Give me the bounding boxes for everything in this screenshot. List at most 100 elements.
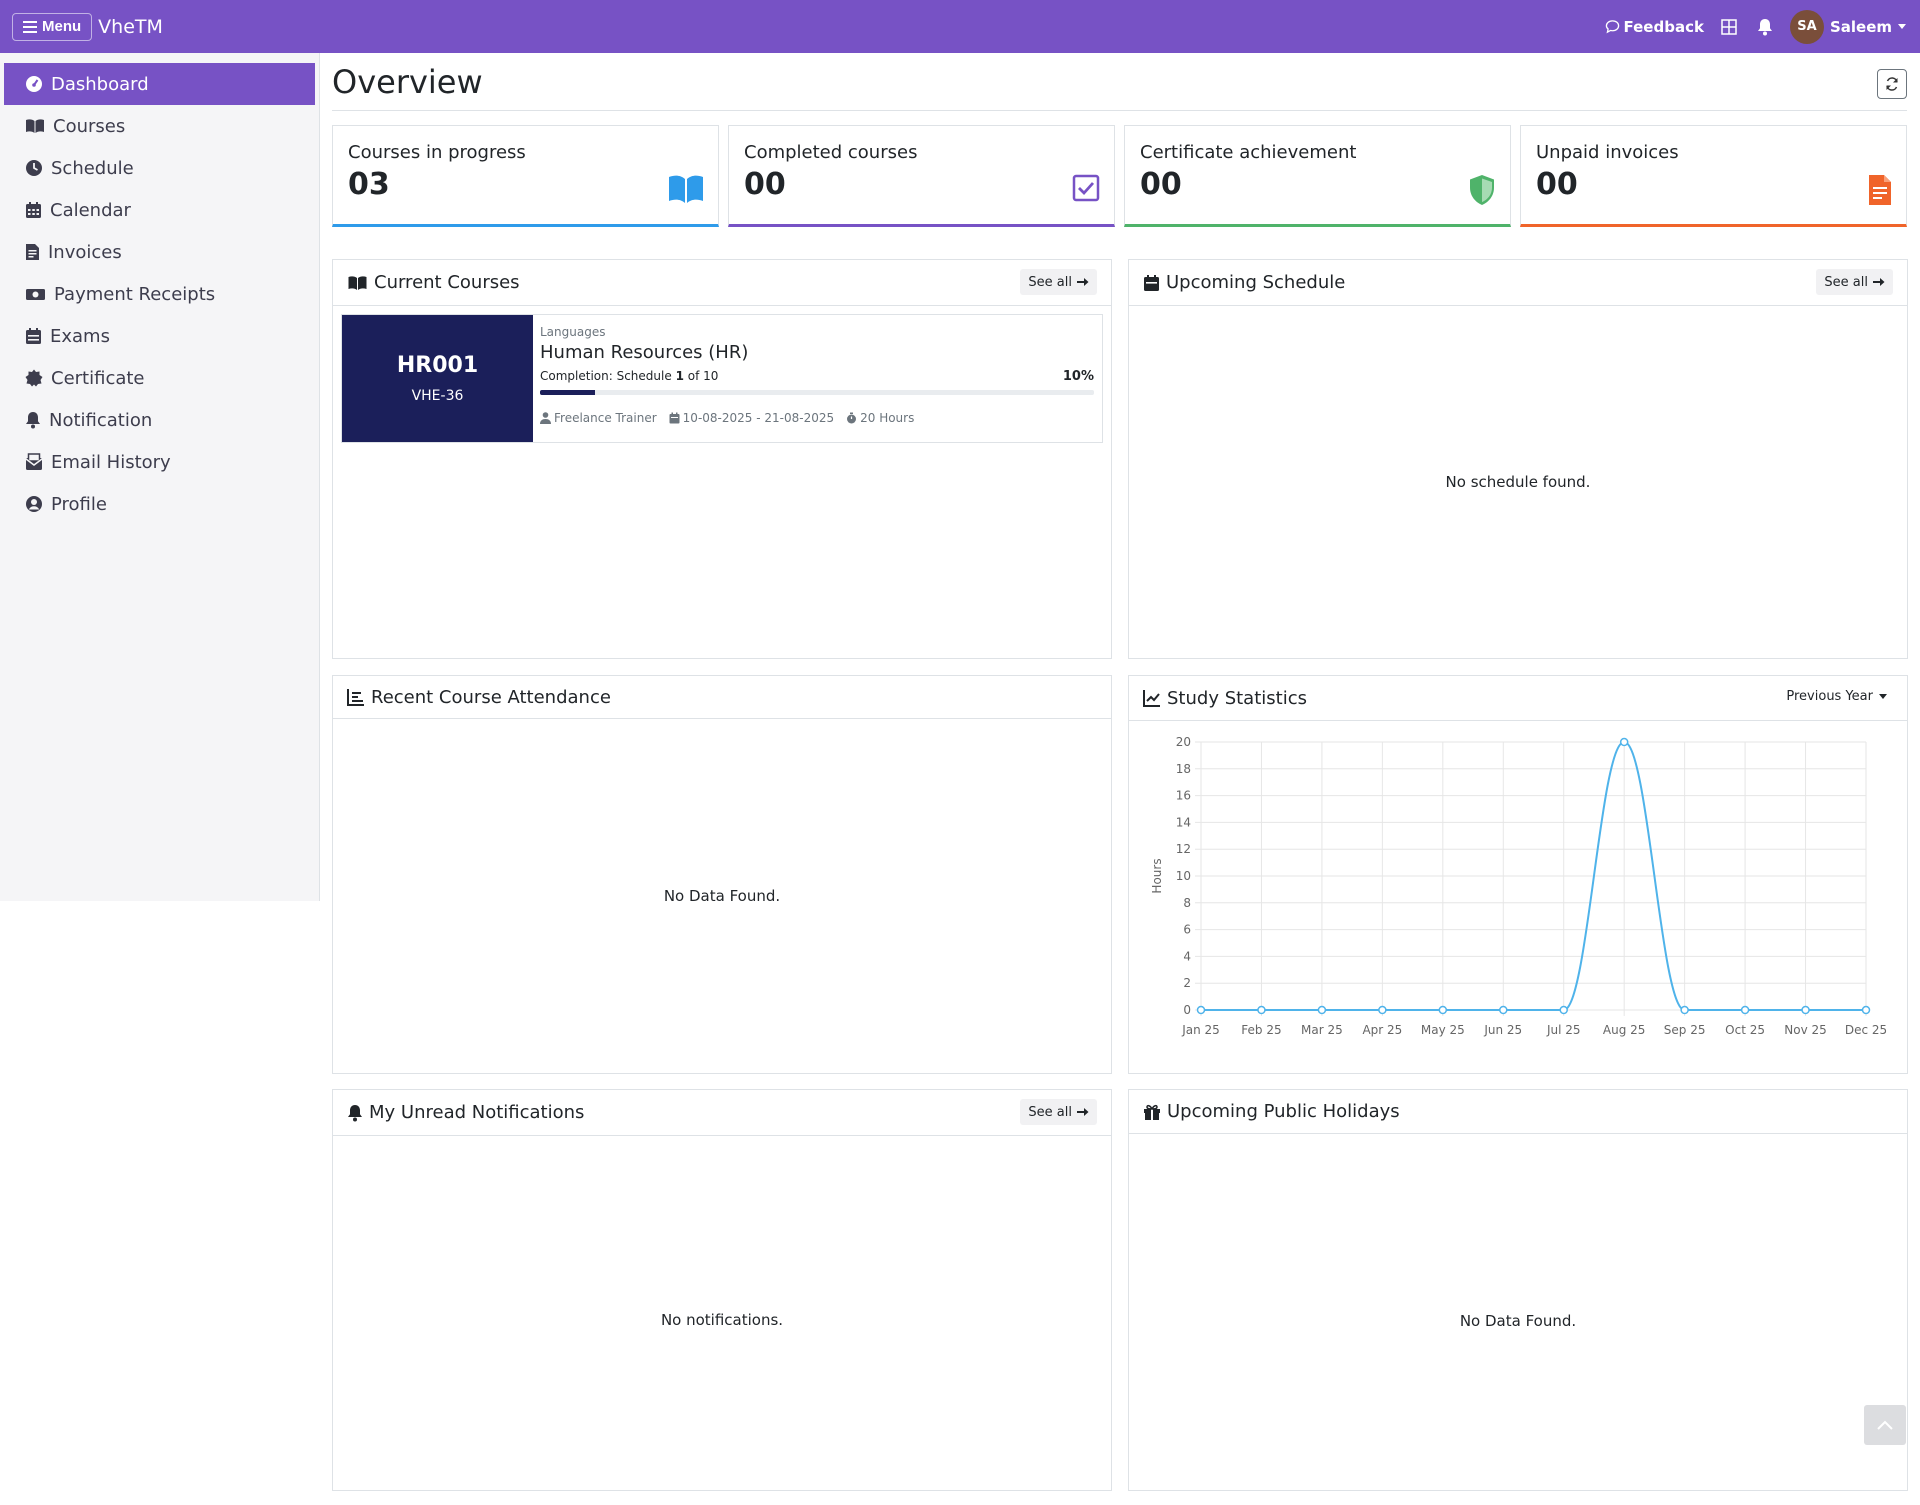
chart-line-icon: [1143, 690, 1160, 707]
menu-button[interactable]: Menu: [12, 12, 93, 41]
x-tick-label: Nov 25: [1784, 1023, 1827, 1037]
sidebar-item-exams[interactable]: Exams: [4, 315, 315, 357]
money-icon: [26, 288, 45, 300]
refresh-button[interactable]: [1877, 69, 1907, 99]
arrow-right-icon: [1873, 278, 1885, 286]
card-title: Current Courses: [374, 272, 520, 293]
calendar-icon: [1144, 274, 1159, 291]
y-tick-label: 16: [1176, 789, 1191, 803]
course-name[interactable]: Human Resources (HR): [540, 342, 749, 363]
course-dates: 10-08-2025 - 21-08-2025: [669, 411, 834, 425]
completion-prefix: Completion: Schedule: [540, 369, 672, 383]
stat-label: Certificate achievement: [1140, 142, 1357, 163]
sidebar-item-notification[interactable]: Notification: [4, 399, 315, 441]
menu-label: Menu: [42, 18, 82, 35]
grid-icon[interactable]: [1718, 16, 1740, 38]
book-icon: [26, 119, 44, 133]
shield-icon: [1470, 175, 1494, 205]
bell-icon: [26, 412, 40, 429]
stat-card-certificate-achievement[interactable]: Certificate achievement 00: [1124, 125, 1511, 227]
course-trainer: Freelance Trainer: [540, 411, 657, 425]
stat-value: 00: [744, 167, 786, 202]
sidebar-item-certificate[interactable]: Certificate: [4, 357, 315, 399]
attendance-card: Recent Course Attendance No Data Found.: [332, 675, 1112, 1074]
sidebar-item-dashboard[interactable]: Dashboard: [4, 63, 315, 105]
upcoming-schedule-card: Upcoming Schedule See all No schedule fo…: [1128, 259, 1908, 659]
course-info: Languages Human Resources (HR) Completio…: [533, 315, 1102, 442]
sidebar-item-profile[interactable]: Profile: [4, 483, 315, 525]
file-invoice-icon: [1869, 175, 1891, 205]
period-dropdown[interactable]: Previous Year: [1786, 689, 1887, 704]
see-all-button[interactable]: See all: [1020, 1099, 1097, 1125]
sidebar-item-label: Profile: [51, 493, 107, 515]
holidays-card: Upcoming Public Holidays No Data Found.: [1128, 1089, 1908, 1491]
sidebar-item-payment-receipts[interactable]: Payment Receipts: [4, 273, 315, 315]
sidebar-item-label: Email History: [51, 451, 171, 473]
feedback-link[interactable]: Feedback: [1605, 18, 1704, 36]
course-progress-fill: [540, 390, 596, 395]
stat-card-completed-courses[interactable]: Completed courses 00: [728, 125, 1115, 227]
empty-message: No Data Found.: [1459, 1312, 1577, 1330]
avatar: SA: [1789, 9, 1824, 44]
chart-bar-icon: [347, 689, 364, 706]
x-tick-label: Dec 25: [1845, 1023, 1887, 1037]
exam-icon: [26, 328, 41, 344]
course-item[interactable]: HR001 VHE-36 Languages Human Resources (…: [341, 314, 1103, 443]
sidebar-item-schedule[interactable]: Schedule: [4, 147, 315, 189]
course-category: Languages: [540, 325, 606, 339]
user-circle-icon: [26, 496, 42, 512]
check-square-icon: [1072, 174, 1100, 202]
chat-icon: [1605, 20, 1619, 34]
caret-down-icon: [1898, 24, 1906, 29]
clock-icon: [26, 160, 42, 176]
sidebar-item-label: Courses: [53, 115, 126, 137]
card-header: Recent Course Attendance: [333, 676, 1111, 719]
sidebar-item-courses[interactable]: Courses: [4, 105, 315, 147]
data-point: [1196, 1005, 1206, 1015]
card-header: My Unread Notifications See all: [333, 1090, 1111, 1136]
y-tick-label: 10: [1176, 869, 1191, 883]
see-all-button[interactable]: See all: [1020, 269, 1097, 295]
user-icon: [540, 412, 551, 424]
sidebar-item-invoices[interactable]: Invoices: [4, 231, 315, 273]
sidebar-item-label: Invoices: [48, 241, 122, 263]
brand-name[interactable]: VheTM: [98, 15, 163, 38]
y-tick-label: 2: [1183, 976, 1191, 990]
card-header: Study Statistics Previous Year: [1129, 676, 1907, 721]
refresh-icon: [1886, 77, 1898, 91]
x-tick-label: Jun 25: [1483, 1023, 1522, 1037]
scroll-to-top-button[interactable]: [1864, 1405, 1906, 1445]
y-tick-label: 20: [1176, 735, 1191, 749]
stat-card-unpaid-invoices[interactable]: Unpaid invoices 00: [1520, 125, 1907, 227]
see-all-button[interactable]: See all: [1816, 269, 1893, 295]
chevron-up-icon: [1877, 1420, 1893, 1430]
caret-down-icon: [1879, 694, 1887, 699]
course-progress-bar: [540, 390, 1094, 395]
empty-message: No notifications.: [660, 1311, 784, 1329]
page-header: Overview: [332, 53, 1907, 111]
sidebar-item-label: Certificate: [51, 367, 145, 389]
course-meta: Freelance Trainer 10-08-2025 - 21-08-202…: [540, 411, 1094, 425]
x-tick-label: Jul 25: [1546, 1023, 1581, 1037]
bell-icon[interactable]: [1754, 16, 1776, 38]
completion-percent: 10%: [1062, 369, 1094, 384]
card-header: Current Courses See all: [333, 260, 1111, 306]
x-tick-label: Apr 25: [1362, 1023, 1402, 1037]
sidebar-item-email-history[interactable]: Email History: [4, 441, 315, 483]
stat-card-courses-in-progress[interactable]: Courses in progress 03: [332, 125, 719, 227]
x-tick-label: Feb 25: [1241, 1023, 1281, 1037]
file-invoice-icon: [26, 244, 39, 260]
x-tick-label: Aug 25: [1603, 1023, 1646, 1037]
empty-message: No schedule found.: [1445, 473, 1591, 491]
course-code: HR001: [396, 353, 479, 378]
sidebar-item-calendar[interactable]: Calendar: [4, 189, 315, 231]
sidebar: Dashboard Courses Schedule Calendar Invo…: [0, 53, 320, 901]
user-menu[interactable]: SA Saleem: [1789, 9, 1906, 44]
y-tick-label: 8: [1183, 896, 1191, 910]
y-tick-label: 12: [1176, 842, 1191, 856]
data-point: [1257, 1005, 1266, 1015]
email-icon: [25, 453, 43, 470]
sidebar-item-label: Calendar: [50, 199, 131, 221]
period-label: Previous Year: [1786, 689, 1873, 704]
feedback-label: Feedback: [1623, 17, 1704, 36]
